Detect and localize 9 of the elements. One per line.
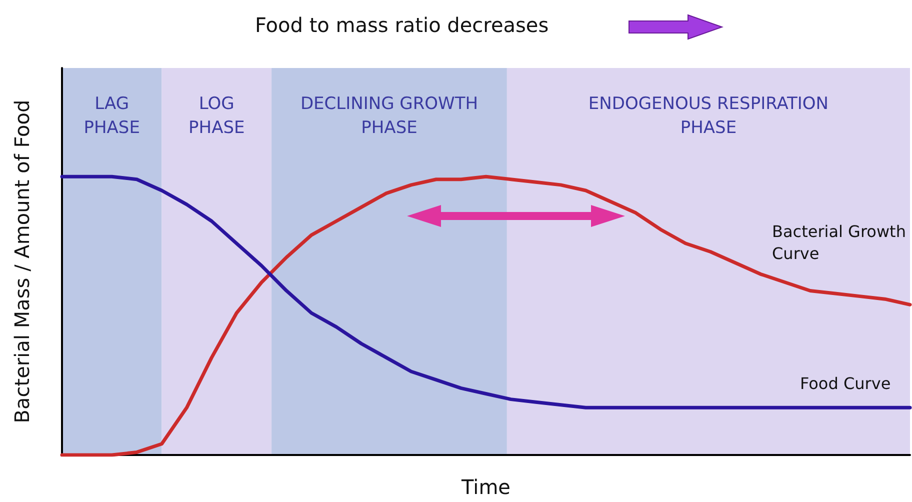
text: DECLINING GROWTH PHASE: [300, 94, 478, 138]
series-label: Food Curve: [800, 374, 891, 394]
x-axis-title: Time: [460, 475, 510, 499]
text: LAG PHASE: [84, 94, 140, 138]
chart-title: Food to mass ratio decreases: [255, 13, 549, 37]
text: LOG PHASE: [188, 94, 245, 138]
series-label: Bacterial Growth Curve: [772, 222, 912, 264]
y-axis-title: Bacterial Mass / Amount of Food: [10, 100, 34, 424]
text: ENDOGENOUS RESPIRATION PHASE: [588, 94, 829, 138]
